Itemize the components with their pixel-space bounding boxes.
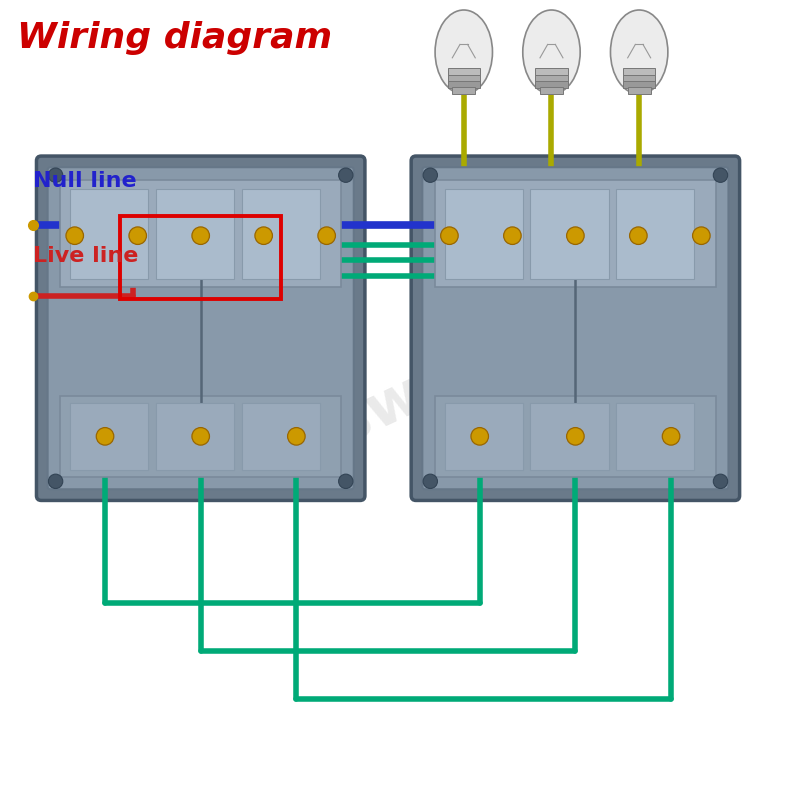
FancyBboxPatch shape (448, 74, 480, 82)
Text: Null line: Null line (34, 170, 137, 190)
FancyBboxPatch shape (452, 86, 475, 94)
Text: Wiring diagram: Wiring diagram (18, 22, 333, 55)
Circle shape (423, 168, 438, 182)
FancyBboxPatch shape (535, 74, 567, 82)
Bar (156, 189, 234, 278)
FancyBboxPatch shape (628, 86, 650, 94)
FancyBboxPatch shape (48, 167, 354, 490)
Bar (120, 216, 282, 299)
Bar (616, 402, 694, 470)
Bar (70, 189, 148, 278)
Circle shape (338, 168, 353, 182)
Circle shape (49, 168, 62, 182)
Bar (445, 402, 523, 470)
Bar (60, 180, 341, 287)
FancyBboxPatch shape (411, 156, 740, 501)
Circle shape (441, 227, 458, 245)
FancyBboxPatch shape (535, 81, 567, 88)
Circle shape (693, 227, 710, 245)
FancyBboxPatch shape (623, 68, 655, 75)
Bar (445, 189, 523, 278)
Circle shape (630, 227, 647, 245)
Circle shape (96, 427, 114, 445)
FancyBboxPatch shape (540, 86, 563, 94)
Bar (60, 396, 341, 477)
Circle shape (423, 474, 438, 489)
Circle shape (192, 227, 210, 245)
FancyBboxPatch shape (37, 156, 365, 501)
FancyBboxPatch shape (623, 81, 655, 88)
Circle shape (49, 474, 62, 489)
Circle shape (318, 227, 335, 245)
Circle shape (504, 227, 521, 245)
Circle shape (714, 474, 728, 489)
Bar (616, 189, 694, 278)
Circle shape (471, 427, 489, 445)
Bar (156, 402, 234, 470)
Bar (242, 189, 320, 278)
Bar (242, 402, 320, 470)
Circle shape (192, 427, 210, 445)
Circle shape (287, 427, 305, 445)
Circle shape (662, 427, 680, 445)
Bar (530, 189, 609, 278)
Bar (70, 402, 148, 470)
FancyBboxPatch shape (448, 81, 480, 88)
Text: Live line: Live line (34, 246, 138, 266)
Bar (435, 396, 716, 477)
Circle shape (338, 474, 353, 489)
Circle shape (566, 227, 584, 245)
FancyBboxPatch shape (535, 68, 567, 75)
FancyBboxPatch shape (623, 74, 655, 82)
Ellipse shape (435, 10, 493, 94)
Bar (435, 180, 716, 287)
Bar (530, 402, 609, 470)
Circle shape (255, 227, 273, 245)
Ellipse shape (522, 10, 580, 94)
FancyBboxPatch shape (448, 68, 480, 75)
FancyBboxPatch shape (422, 167, 729, 490)
Circle shape (129, 227, 146, 245)
Ellipse shape (610, 10, 668, 94)
Text: cswall: cswall (291, 329, 509, 471)
Circle shape (66, 227, 83, 245)
Circle shape (566, 427, 584, 445)
Circle shape (714, 168, 728, 182)
